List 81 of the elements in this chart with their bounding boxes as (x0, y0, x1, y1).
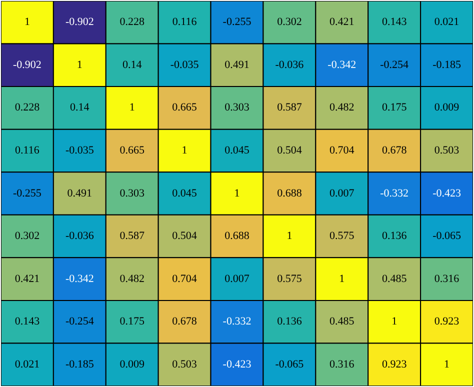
data-label: 0.482 (120, 272, 144, 285)
data-label: -0.035 (170, 58, 200, 71)
data-label: 1 (444, 358, 450, 370)
data-label: 0.045 (172, 187, 198, 200)
data-label: -0.342 (328, 58, 356, 71)
data-label: -0.185 (65, 358, 94, 370)
data-label: -0.423 (432, 187, 462, 200)
data-label: 0.228 (120, 16, 145, 28)
data-label: 0.009 (120, 358, 145, 370)
data-label: 0.136 (277, 316, 302, 328)
data-label: 0.116 (15, 144, 40, 156)
data-label: -0.036 (275, 58, 304, 71)
data-label: 0.665 (172, 102, 198, 114)
data-label: 0.316 (330, 358, 355, 370)
data-label: 0.303 (224, 102, 250, 114)
data-label: 1 (286, 230, 292, 242)
data-label: 0.175 (120, 316, 145, 328)
data-label: -0.185 (432, 58, 462, 71)
data-label: 1 (234, 187, 240, 200)
data-label: 1 (182, 144, 188, 156)
data-label: 0.575 (330, 230, 355, 242)
data-label: 0.007 (224, 272, 250, 285)
data-label: 0.482 (330, 102, 354, 114)
data-label: -0.065 (432, 230, 462, 242)
data-label: -0.332 (222, 316, 252, 328)
data-label: 0.704 (172, 272, 198, 285)
data-label: 1 (24, 16, 30, 28)
data-label: 0.665 (120, 144, 145, 156)
data-label: 0.303 (120, 187, 145, 200)
data-label: -0.035 (65, 144, 94, 156)
data-label: 0.116 (172, 16, 198, 28)
data-label: 0.14 (122, 58, 142, 71)
data-label: -0.254 (65, 316, 94, 328)
data-label: -0.065 (275, 358, 304, 370)
data-label: 0.316 (434, 272, 460, 285)
data-label: 0.302 (14, 230, 40, 242)
data-label: 0.302 (277, 16, 302, 28)
data-label: 0.587 (277, 102, 302, 114)
data-label: 0.923 (434, 316, 460, 328)
data-label: 0.007 (330, 187, 355, 200)
data-label: 0.491 (224, 58, 250, 71)
data-label: 0.009 (434, 102, 460, 114)
data-label: 0.923 (382, 358, 408, 370)
data-label: 0.688 (224, 230, 250, 242)
data-label: -0.423 (222, 358, 252, 370)
data-label: -0.254 (380, 58, 410, 71)
data-label: 0.14 (70, 102, 90, 114)
data-label: 0.021 (14, 358, 40, 370)
data-label: 0.503 (172, 358, 198, 370)
data-label: 0.575 (277, 272, 302, 285)
data-label: 0.485 (330, 316, 355, 328)
data-label: 0.421 (14, 272, 40, 285)
data-label: 0.421 (330, 16, 354, 28)
data-label: 0.485 (382, 272, 408, 285)
data-label: 1 (76, 58, 82, 71)
data-label: -0.255 (13, 187, 42, 200)
data-label: 0.678 (172, 316, 198, 328)
data-label: 0.587 (120, 230, 145, 242)
data-label: -0.342 (65, 272, 94, 285)
data-label: -0.902 (65, 16, 94, 28)
data-label: 1 (339, 272, 345, 285)
data-label: 0.175 (382, 102, 408, 114)
data-label: 0.136 (382, 230, 408, 242)
data-label: -0.255 (222, 16, 252, 28)
data-label: 1 (129, 102, 135, 114)
data-label: -0.902 (13, 58, 42, 71)
data-label: 0.678 (382, 144, 408, 156)
data-label: 0.143 (14, 316, 40, 328)
data-label: 0.045 (224, 144, 250, 156)
data-label: 0.503 (434, 144, 460, 156)
data-label: 0.491 (67, 187, 92, 200)
data-label: 0.688 (277, 187, 302, 200)
data-label: 0.504 (172, 230, 198, 242)
data-label: -0.036 (65, 230, 94, 242)
data-label: 0.704 (330, 144, 355, 156)
data-label: 0.228 (14, 102, 40, 114)
data-label: 1 (392, 316, 398, 328)
data-label: 0.504 (277, 144, 302, 156)
data-label: 0.021 (434, 16, 460, 28)
data-label: -0.332 (380, 187, 409, 200)
data-label: 0.143 (382, 16, 408, 28)
